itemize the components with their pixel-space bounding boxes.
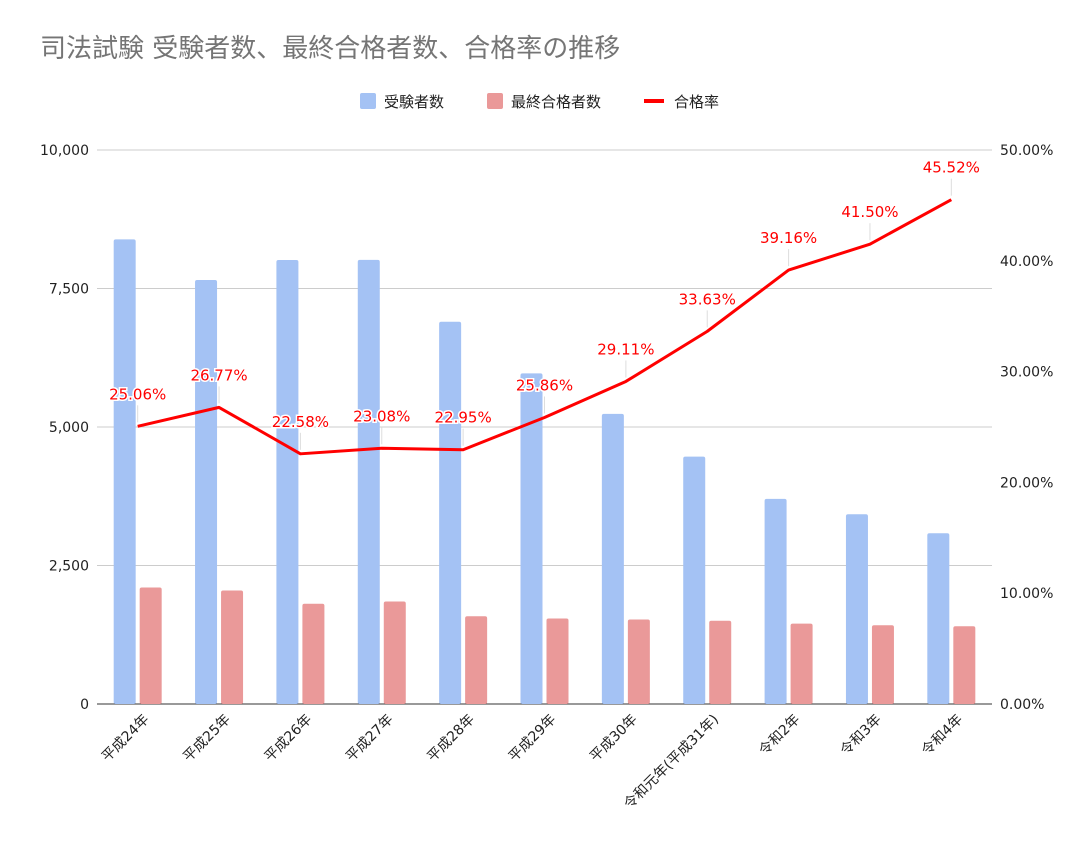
grid-layer: [97, 149, 992, 705]
y-right-tick-label: 40.00%: [1000, 254, 1053, 270]
x-tick-label: 平成26年: [262, 712, 316, 766]
rate-data-label: 45.52%: [923, 159, 980, 177]
bar-passers: [953, 626, 976, 704]
bar-passers: [302, 603, 325, 704]
bar-examinees: [520, 373, 543, 704]
y-right-tick-label: 10.00%: [1000, 586, 1053, 602]
rate-data-label: 22.95%: [435, 409, 492, 427]
x-tick-label: 令和4年: [919, 712, 966, 759]
rate-data-label: 25.06%: [109, 385, 166, 403]
rate-data-label: 23.08%: [353, 407, 410, 425]
bar-passers: [465, 616, 488, 704]
bars-layer: [113, 239, 976, 704]
x-tick-label: 平成25年: [180, 712, 234, 766]
y-left-tick-label: 7,500: [49, 282, 89, 298]
rate-data-label: 39.16%: [760, 229, 817, 247]
rate-data-label: 26.77%: [190, 366, 247, 384]
bar-examinees: [601, 413, 624, 704]
y-right-tick-label: 20.00%: [1000, 475, 1053, 491]
bar-passers: [546, 618, 569, 704]
y-left-tick-label: 2,500: [49, 559, 89, 575]
bar-passers: [790, 623, 813, 704]
bar-examinees: [195, 280, 218, 704]
legend-label: 合格率: [674, 93, 719, 111]
bar-passers: [871, 625, 894, 704]
rate-data-label: 29.11%: [597, 340, 654, 358]
rate-data-label: 25.86%: [516, 376, 573, 394]
y-left-tick-label: 5,000: [49, 420, 89, 436]
bar-examinees: [845, 514, 868, 704]
bar-examinees: [683, 456, 706, 704]
chart-title: 司法試験 受験者数、最終合格者数、合格率の推移: [40, 34, 621, 64]
x-tick-label: 令和2年: [756, 712, 803, 759]
rate-line: [137, 198, 953, 456]
legend-label: 最終合格者数: [511, 93, 601, 111]
legend-swatch: [487, 93, 503, 109]
x-tick-label: 平成27年: [343, 712, 397, 766]
legend: 受験者数 最終合格者数 合格率: [360, 93, 719, 111]
bar-examinees: [113, 239, 136, 704]
axis-layer: 0 2,500 5,000 7,500 10,000 0.00% 10.00% 20.00% 3…: [40, 143, 1053, 812]
bar-examinees: [276, 259, 299, 704]
legend-swatch: [360, 93, 376, 109]
bar-examinees: [357, 259, 380, 704]
bar-examinees: [439, 321, 462, 704]
y-right-tick-label: 50.00%: [1000, 143, 1053, 159]
rate-data-label: 33.63%: [679, 290, 736, 308]
bar-passers: [709, 620, 732, 704]
bar-examinees: [764, 498, 787, 704]
bar-examinees: [927, 533, 950, 704]
y-left-tick-label: 0: [80, 697, 89, 713]
x-tick-label: 平成30年: [587, 712, 641, 766]
x-tick-label: 平成28年: [424, 712, 478, 766]
bar-passers: [221, 590, 244, 704]
legend-label: 受験者数: [384, 93, 444, 111]
x-tick-label: 平成29年: [506, 712, 560, 766]
x-tick-label: 令和3年: [837, 712, 884, 759]
y-right-tick-label: 0.00%: [1000, 697, 1044, 713]
bar-passers: [627, 619, 650, 704]
bar-passers: [139, 587, 162, 704]
rate-data-label: 22.58%: [272, 413, 329, 431]
rate-data-label: 41.50%: [841, 203, 898, 221]
y-right-tick-label: 30.00%: [1000, 365, 1053, 381]
rate-line-layer: 25.06% 26.77% 22.58% 23.08% 22.95% 25.86% 29.1…: [108, 157, 981, 456]
y-left-tick-label: 10,000: [40, 143, 89, 159]
x-tick-label: 平成24年: [99, 712, 153, 766]
bar-passers: [383, 601, 406, 704]
